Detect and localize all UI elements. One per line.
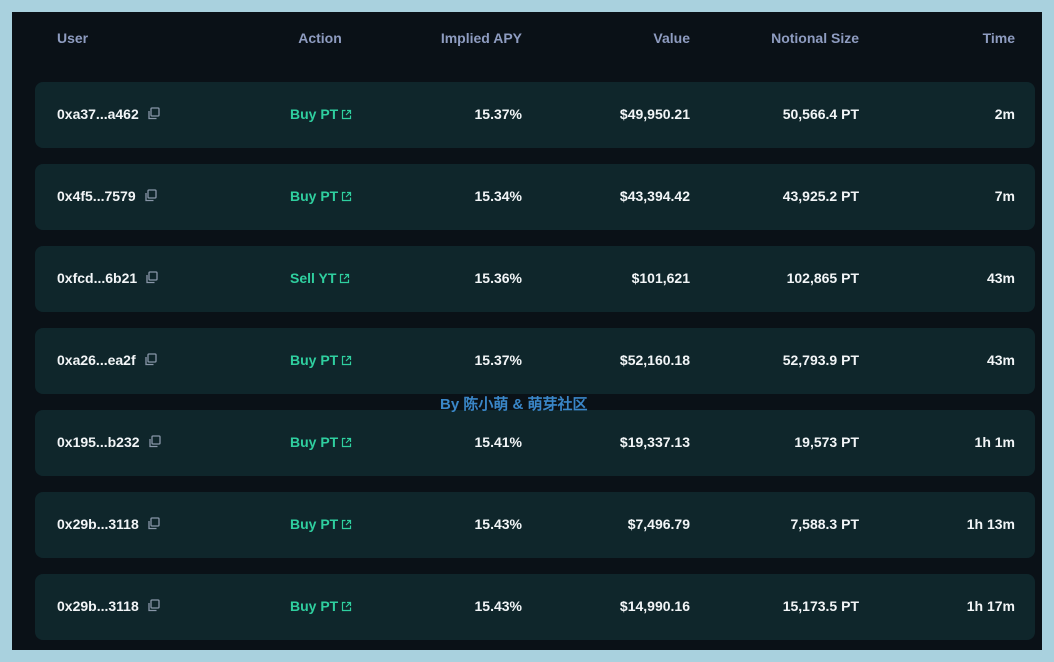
implied-apy: 15.37%: [474, 352, 522, 368]
user-address[interactable]: 0xfcd...6b21: [57, 270, 158, 286]
trade-row: 0xa37...a462 Buy PT 15.37% $49,950.21 50,566…: [35, 82, 1035, 148]
copy-icon[interactable]: [144, 189, 157, 205]
user-address[interactable]: 0x195...b232: [57, 434, 161, 450]
copy-icon[interactable]: [147, 517, 160, 533]
time: 1h 1m: [974, 434, 1015, 450]
notional-size: 52,793.9 PT: [782, 352, 859, 368]
trade-row: 0xa26...ea2f Buy PT 15.37% $52,160.18 52,793…: [35, 328, 1035, 394]
user-address[interactable]: 0xa37...a462: [57, 106, 160, 122]
time: 1h 17m: [966, 598, 1015, 614]
action-link[interactable]: Buy PT: [290, 106, 352, 122]
external-link-icon: [341, 517, 352, 533]
action-link[interactable]: Buy PT: [290, 352, 352, 368]
external-link-icon: [341, 435, 352, 451]
notional-size: 102,865 PT: [786, 270, 859, 286]
column-header: Implied APY: [440, 30, 522, 46]
value: $101,621: [631, 270, 690, 286]
value: $43,394.42: [619, 188, 690, 204]
notional-size: 50,566.4 PT: [782, 106, 859, 122]
implied-apy: 15.34%: [474, 188, 522, 204]
external-link-icon: [341, 107, 352, 123]
implied-apy: 15.36%: [474, 270, 522, 286]
external-link-icon: [341, 189, 352, 205]
value: $7,496.79: [627, 516, 690, 532]
column-header: User: [57, 30, 89, 46]
user-address[interactable]: 0x29b...3118: [57, 516, 160, 532]
implied-apy: 15.37%: [474, 106, 522, 122]
copy-icon[interactable]: [145, 271, 158, 287]
external-link-icon: [341, 599, 352, 615]
column-header: Value: [653, 30, 690, 46]
notional-size: 7,588.3 PT: [790, 516, 860, 532]
notional-size: 15,173.5 PT: [782, 598, 859, 614]
action-link[interactable]: Buy PT: [290, 598, 352, 614]
action-link[interactable]: Buy PT: [290, 188, 352, 204]
copy-icon[interactable]: [144, 353, 157, 369]
copy-icon[interactable]: [147, 599, 160, 615]
value: $19,337.13: [619, 434, 690, 450]
notional-size: 43,925.2 PT: [782, 188, 859, 204]
user-address[interactable]: 0x29b...3118: [57, 598, 160, 614]
column-header: Action: [298, 30, 342, 46]
time: 1h 13m: [966, 516, 1015, 532]
notional-size: 19,573 PT: [794, 434, 859, 450]
trade-row: 0xfcd...6b21 Sell YT 15.36% $101,621 102,865…: [35, 246, 1035, 312]
time: 7m: [994, 188, 1015, 204]
time: 43m: [986, 270, 1015, 286]
watermark: By 陈小萌 & 萌芽社区: [440, 396, 588, 413]
copy-icon[interactable]: [147, 107, 160, 123]
column-header: Notional Size: [771, 30, 859, 46]
time: 2m: [994, 106, 1015, 122]
trade-row: 0x195...b232 Buy PT 15.41% $19,337.13 19,573…: [35, 410, 1035, 476]
implied-apy: 15.41%: [474, 434, 522, 450]
implied-apy: 15.43%: [474, 598, 522, 614]
external-link-icon: [341, 353, 352, 369]
copy-icon[interactable]: [148, 435, 161, 451]
user-address[interactable]: 0x4f5...7579: [57, 188, 157, 204]
value: $49,950.21: [619, 106, 690, 122]
trade-row: 0x29b...3118 Buy PT 15.43% $14,990.16 15,173…: [35, 574, 1035, 640]
user-address[interactable]: 0xa26...ea2f: [57, 352, 157, 368]
implied-apy: 15.43%: [474, 516, 522, 532]
external-link-icon: [339, 271, 350, 287]
action-link[interactable]: Buy PT: [290, 516, 352, 532]
value: $14,990.16: [619, 598, 690, 614]
time: 43m: [986, 352, 1015, 368]
trade-row: 0x29b...3118 Buy PT 15.43% $7,496.79 7,588.3…: [35, 492, 1035, 558]
value: $52,160.18: [619, 352, 690, 368]
action-link[interactable]: Sell YT: [290, 270, 350, 286]
trades-panel: User Action Implied APY Value Notional Size T…: [12, 12, 1042, 650]
column-header: Time: [982, 30, 1015, 46]
action-link[interactable]: Buy PT: [290, 434, 352, 450]
trade-row: 0x4f5...7579 Buy PT 15.34% $43,394.42 43,925…: [35, 164, 1035, 230]
